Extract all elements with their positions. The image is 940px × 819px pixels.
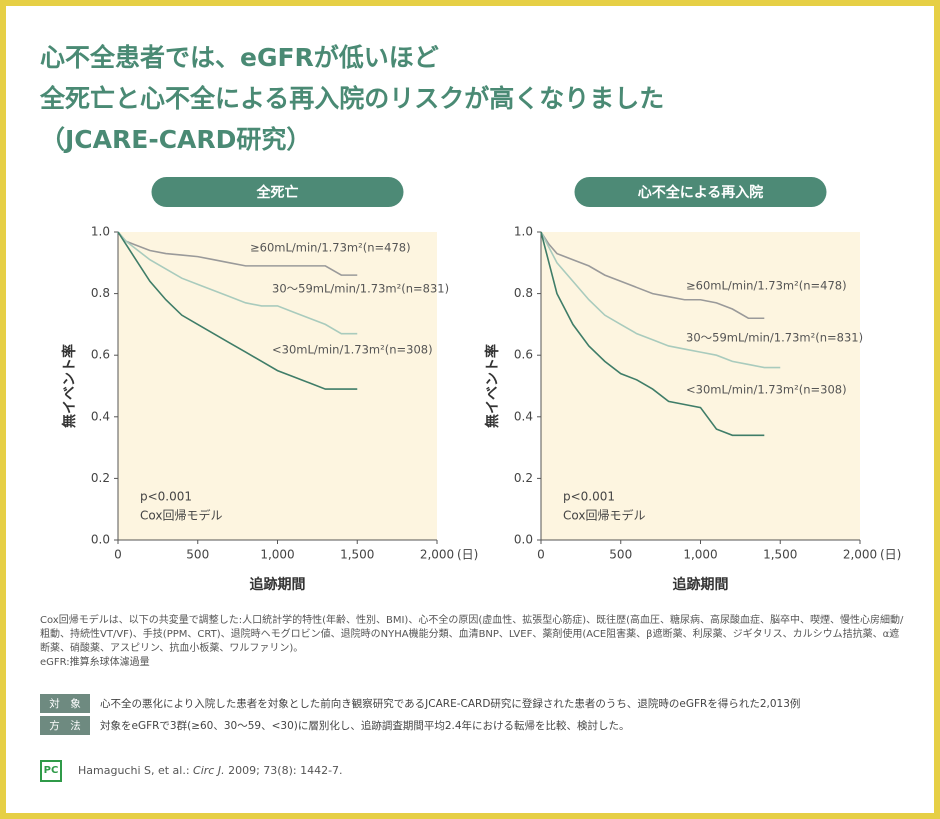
x-tick-label: 1,000 (683, 548, 717, 562)
method-row: 方 法対象をeGFRで3群(≥60、30～59、<30)に層別化し、追跡調査期間… (40, 716, 630, 735)
y-tick-label: 0.4 (514, 409, 533, 423)
survival-line (540, 231, 765, 320)
y-tick-label: 1.0 (91, 225, 110, 239)
x-unit: (日) (457, 548, 478, 562)
method-label: 方 法 (40, 716, 90, 735)
y-axis-label: 無イベント率 (61, 344, 78, 428)
citation: Hamaguchi S, et al.: Circ J. 2009; 73(8)… (78, 764, 343, 777)
plot-bg (541, 232, 860, 540)
footnote: eGFR:推算糸球体濾過量 (40, 657, 150, 668)
title-pill (574, 177, 827, 207)
y-tick-label: 0.4 (91, 409, 110, 423)
annotation: Cox回帰モデル (140, 508, 222, 523)
x-tick-label: 0 (537, 548, 545, 562)
x-axis-label: 追跡期間 (673, 576, 729, 593)
title-line: 心不全患者では、eGFRが低いほど (40, 43, 439, 72)
chart-title: 心不全による再入院 (638, 184, 764, 201)
subject-text: 心不全の悪化により入院した患者を対象とした前向き観察研究であるJCARE-CAR… (100, 698, 801, 710)
annotation: p<0.001 (563, 490, 615, 504)
y-axis-label: 無イベント率 (484, 344, 501, 428)
x-tick-label: 500 (186, 548, 209, 562)
series-label: ≥60mL/min/1.73m²(n=478) (686, 279, 847, 293)
y-tick-label: 0.0 (91, 533, 110, 547)
x-tick-label: 2,000 (420, 548, 454, 562)
chart-title: 全死亡 (256, 184, 299, 201)
x-tick-label: 2,000 (843, 548, 877, 562)
citation-part: 2009; 73(8): 1442-7. (224, 764, 343, 777)
method-text: 対象をeGFRで3群(≥60、30～59、<30)に層別化し、追跡調査期間平均2… (100, 720, 630, 732)
series-label: <30mL/min/1.73m²(n=308) (272, 343, 433, 357)
annotation: p<0.001 (140, 490, 192, 504)
survival-line (117, 231, 358, 335)
x-tick-label: 1,500 (340, 548, 374, 562)
citation-journal: Circ J. (193, 764, 225, 777)
survival-line (117, 231, 358, 390)
survival-line (540, 231, 781, 369)
title-line: （JCARE-CARD研究） (40, 125, 312, 154)
series-label: 30～59mL/min/1.73m²(n=831) (686, 331, 863, 345)
footnote: Cox回帰モデルは、以下の共変量で調整した:人口統計学的特性(年齢、性別、BMI… (40, 615, 904, 654)
x-tick-label: 1,000 (260, 548, 294, 562)
subject-label: 対 象 (40, 694, 90, 713)
series-label: ≥60mL/min/1.73m²(n=478) (250, 241, 411, 255)
y-tick-label: 0.6 (91, 348, 110, 362)
y-tick-label: 0.8 (514, 286, 533, 300)
plot-bg (118, 232, 437, 540)
survival-line (117, 231, 358, 276)
series-label: <30mL/min/1.73m²(n=308) (686, 383, 847, 397)
title-line: 全死亡と心不全による再入院のリスクが高くなりました (40, 84, 665, 113)
survival-line (540, 231, 765, 437)
annotation: Cox回帰モデル (563, 508, 645, 523)
charts: 全死亡 0.0 0.2 0.4 0.6 0.8 1.0 0 500 1,000 1,500 2,000… (61, 177, 901, 593)
subject-row: 対 象心不全の悪化により入院した患者を対象とした前向き観察研究であるJCARE-… (40, 694, 800, 713)
y-tick-label: 1.0 (514, 225, 533, 239)
x-tick-label: 0 (114, 548, 122, 562)
x-unit: (日) (880, 548, 901, 562)
logo: PC (40, 760, 62, 782)
x-tick-label: 1,500 (763, 548, 797, 562)
title-pill (151, 177, 404, 207)
y-tick-label: 0.0 (514, 533, 533, 547)
citation-part: Hamaguchi S, et al.: (78, 764, 194, 777)
x-tick-label: 500 (609, 548, 632, 562)
series-label: 30～59mL/min/1.73m²(n=831) (272, 282, 449, 296)
x-axis-label: 追跡期間 (250, 576, 306, 593)
y-tick-label: 0.8 (91, 286, 110, 300)
y-tick-label: 0.6 (514, 348, 533, 362)
y-tick-label: 0.2 (514, 471, 533, 485)
y-tick-label: 0.2 (91, 471, 110, 485)
